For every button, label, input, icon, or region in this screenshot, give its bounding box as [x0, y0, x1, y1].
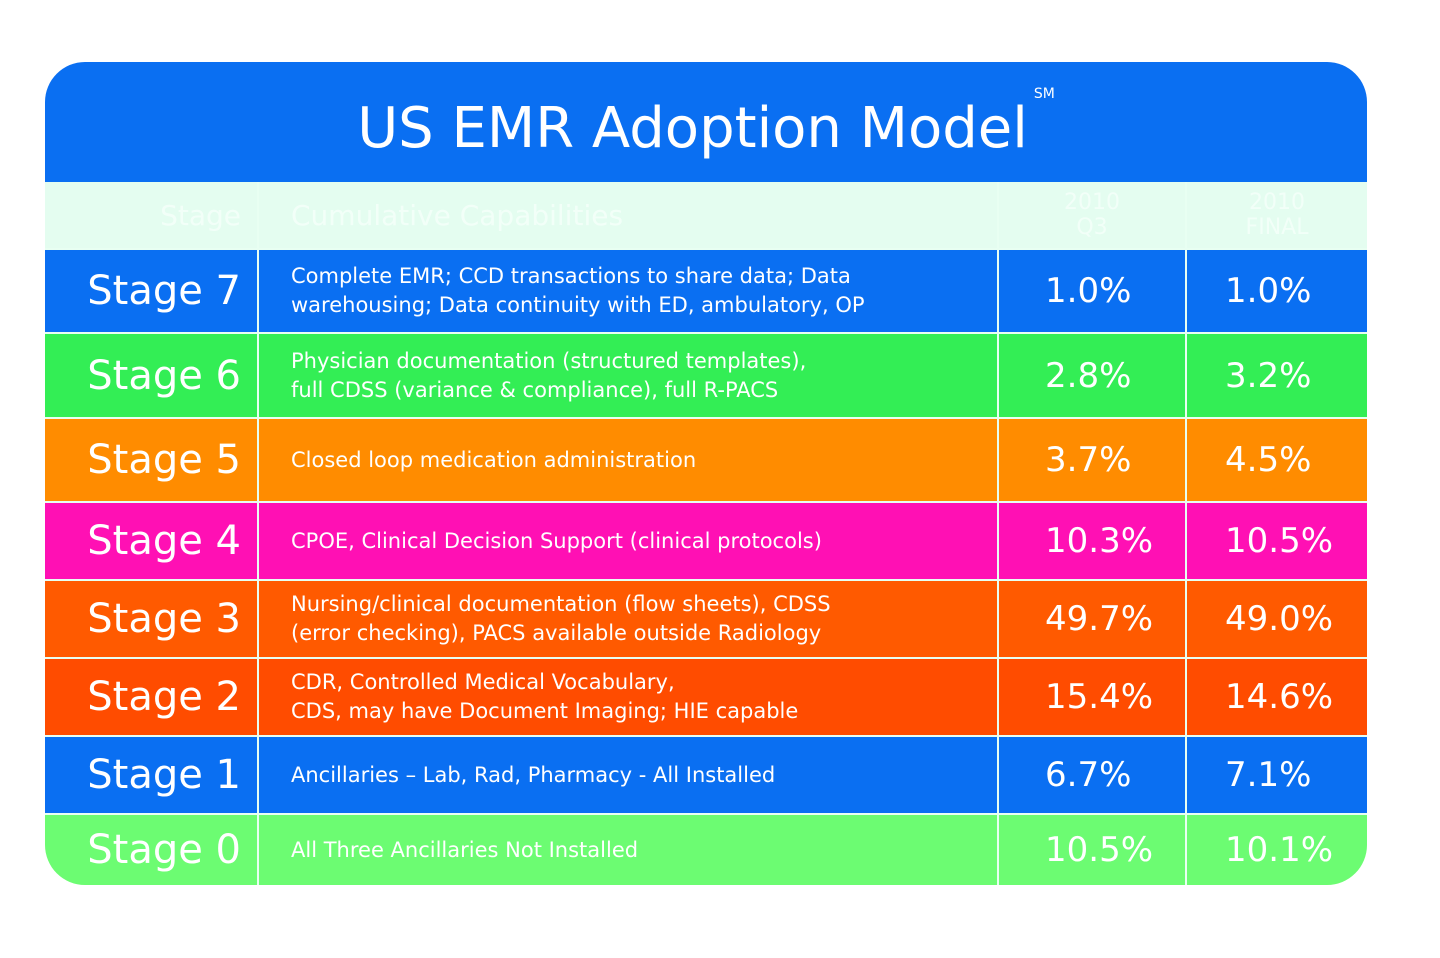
q3-value: 49.7%	[997, 581, 1185, 657]
q3-value: 6.7%	[997, 737, 1185, 813]
capabilities-line: (error checking), PACS available outside…	[291, 621, 822, 645]
stage-label: Stage 7	[87, 268, 241, 314]
capabilities-line: Complete EMR; CCD transactions to share …	[291, 264, 851, 288]
capabilities-text: Closed loop medication administration	[291, 446, 696, 475]
stage-label: Stage 3	[87, 596, 241, 642]
table-row: Stage 6 Physician documentation (structur…	[45, 332, 1367, 417]
header-row: Stage Cumulative Capabilities 2010 Q3 2010 FI…	[45, 182, 1367, 248]
service-mark: SM	[1033, 86, 1055, 102]
capabilities-cell: Complete EMR; CCD transactions to share …	[257, 250, 997, 332]
table-row: Stage 5 Closed loop medication administra…	[45, 417, 1367, 501]
column-header-text: FINAL	[1245, 215, 1309, 240]
final-value: 7.1%	[1185, 737, 1367, 813]
q3-value: 10.5%	[997, 815, 1185, 885]
capabilities-cell: CPOE, Clinical Decision Support (clinica…	[257, 503, 997, 579]
table-row: Stage 0 All Three Ancillaries Not Install…	[45, 813, 1367, 885]
column-header: Cumulative Capabilities	[257, 182, 997, 248]
capabilities-cell: Ancillaries – Lab, Rad, Pharmacy - All I…	[257, 737, 997, 813]
final-value: 3.2%	[1185, 334, 1367, 417]
stage-label: Stage 4	[87, 518, 241, 564]
capabilities-cell: CDR, Controlled Medical Vocabulary, CDS, …	[257, 659, 997, 735]
final-value: 1.0%	[1185, 250, 1367, 332]
table-row: Stage 1 Ancillaries – Lab, Rad, Pharmacy …	[45, 735, 1367, 813]
column-header-text: 2010	[1064, 190, 1120, 215]
final-value: 10.1%	[1185, 815, 1367, 885]
column-header-text: 2010	[1249, 190, 1305, 215]
capabilities-line: warehousing; Data continuity with ED, am…	[291, 293, 865, 317]
stage-label: Stage 0	[87, 827, 241, 873]
capabilities-cell: Nursing/clinical documentation (flow she…	[257, 581, 997, 657]
column-header-text: Cumulative Capabilities	[291, 198, 624, 232]
table-row: Stage 4 CPOE, Clinical Decision Support (…	[45, 501, 1367, 579]
column-header-text: Stage	[160, 198, 241, 232]
q3-value: 15.4%	[997, 659, 1185, 735]
capabilities-text: Nursing/clinical documentation (flow she…	[291, 590, 831, 648]
capabilities-line: CDR, Controlled Medical Vocabulary,	[291, 670, 675, 694]
capabilities-cell: Physician documentation (structured temp…	[257, 334, 997, 417]
q3-value: 2.8%	[997, 334, 1185, 417]
stage-label: Stage 6	[87, 352, 241, 399]
capabilities-text: All Three Ancillaries Not Installed	[291, 836, 638, 865]
table-row: Stage 7 Complete EMR; CCD transactions to…	[45, 248, 1367, 332]
capabilities-line: CDS, may have Document Imaging; HIE capa…	[291, 699, 799, 723]
table-row: Stage 3 Nursing/clinical documentation (f…	[45, 579, 1367, 657]
final-value: 14.6%	[1185, 659, 1367, 735]
capabilities-text: Complete EMR; CCD transactions to share …	[291, 262, 865, 320]
q3-value: 1.0%	[997, 250, 1185, 332]
capabilities-text: CDR, Controlled Medical Vocabulary, CDS, …	[291, 668, 798, 726]
q3-value: 10.3%	[997, 503, 1185, 579]
column-header: Stage	[45, 182, 257, 248]
capabilities-line: CPOE, Clinical Decision Support (clinica…	[291, 528, 822, 553]
stage-label: Stage 2	[87, 674, 241, 720]
final-value: 10.5%	[1185, 503, 1367, 579]
capabilities-text: Ancillaries – Lab, Rad, Pharmacy - All I…	[291, 761, 775, 790]
q3-value: 3.7%	[997, 419, 1185, 501]
column-header: 2010 FINAL	[1185, 182, 1367, 248]
final-value: 49.0%	[1185, 581, 1367, 657]
capabilities-line: Nursing/clinical documentation (flow she…	[291, 592, 831, 616]
capabilities-cell: All Three Ancillaries Not Installed	[257, 815, 997, 885]
column-header: 2010 Q3	[997, 182, 1185, 248]
capabilities-line: Closed loop medication administration	[291, 447, 697, 472]
title-band: US EMR Adoption Model SM	[45, 62, 1367, 182]
capabilities-line: Physician documentation (structured temp…	[291, 348, 807, 373]
capabilities-line: full CDSS (variance & compliance), full …	[291, 377, 779, 402]
table-row: Stage 2 CDR, Controlled Medical Vocabular…	[45, 657, 1367, 735]
emr-adoption-table: US EMR Adoption Model SM Stage Cumulative …	[45, 62, 1367, 885]
capabilities-cell: Closed loop medication administration	[257, 419, 997, 501]
capabilities-text: CPOE, Clinical Decision Support (clinica…	[291, 527, 822, 556]
column-header-text: Q3	[1076, 215, 1108, 240]
capabilities-line: Ancillaries – Lab, Rad, Pharmacy - All I…	[291, 762, 776, 787]
capabilities-text: Physician documentation (structured temp…	[291, 347, 806, 405]
stage-label: Stage 5	[87, 437, 241, 483]
final-value: 4.5%	[1185, 419, 1367, 501]
page-title: US EMR Adoption Model	[357, 95, 1028, 161]
capabilities-line: All Three Ancillaries Not Installed	[291, 837, 639, 862]
stage-label: Stage 1	[87, 752, 241, 798]
table-body: Stage 7 Complete EMR; CCD transactions to…	[45, 248, 1367, 885]
